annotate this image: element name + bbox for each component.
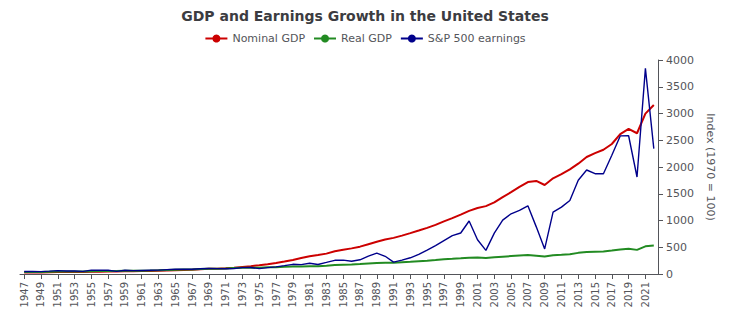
svg-text:1977: 1977 <box>271 282 282 307</box>
svg-text:2013: 2013 <box>573 282 584 307</box>
svg-text:1955: 1955 <box>86 282 97 307</box>
svg-text:3500: 3500 <box>666 80 694 93</box>
svg-text:2011: 2011 <box>556 282 567 307</box>
svg-text:1965: 1965 <box>170 282 181 307</box>
svg-text:1997: 1997 <box>438 282 449 307</box>
svg-text:1967: 1967 <box>187 282 198 307</box>
svg-text:S&P 500 earnings: S&P 500 earnings <box>428 32 526 45</box>
svg-text:2019: 2019 <box>623 282 634 307</box>
svg-text:500: 500 <box>666 241 687 254</box>
svg-text:2021: 2021 <box>640 282 651 307</box>
svg-text:2015: 2015 <box>590 282 601 307</box>
svg-text:2001: 2001 <box>472 282 483 307</box>
svg-text:GDP and Earnings Growth in the: GDP and Earnings Growth in the United St… <box>181 8 549 24</box>
svg-text:1993: 1993 <box>405 282 416 307</box>
svg-text:1961: 1961 <box>136 282 147 307</box>
svg-text:1999: 1999 <box>455 282 466 307</box>
svg-text:0: 0 <box>666 268 673 281</box>
svg-text:Index (1970 = 100): Index (1970 = 100) <box>704 113 717 221</box>
svg-text:1500: 1500 <box>666 187 694 200</box>
svg-text:1957: 1957 <box>103 282 114 307</box>
svg-text:1949: 1949 <box>35 282 46 307</box>
svg-text:2017: 2017 <box>606 282 617 307</box>
svg-text:1947: 1947 <box>19 282 30 307</box>
svg-text:1981: 1981 <box>304 282 315 307</box>
svg-text:1973: 1973 <box>237 282 248 307</box>
svg-text:1971: 1971 <box>220 282 231 307</box>
svg-text:1975: 1975 <box>254 282 265 307</box>
svg-text:1987: 1987 <box>354 282 365 307</box>
svg-text:1991: 1991 <box>388 282 399 307</box>
svg-text:2009: 2009 <box>539 282 550 307</box>
svg-text:1979: 1979 <box>287 282 298 307</box>
svg-text:1000: 1000 <box>666 214 694 227</box>
svg-text:1959: 1959 <box>119 282 130 307</box>
svg-text:2003: 2003 <box>489 282 500 307</box>
svg-text:1969: 1969 <box>203 282 214 307</box>
svg-text:1995: 1995 <box>422 282 433 307</box>
svg-text:1963: 1963 <box>153 282 164 307</box>
svg-text:1951: 1951 <box>52 282 63 307</box>
svg-text:2007: 2007 <box>522 282 533 307</box>
svg-text:1983: 1983 <box>321 282 332 307</box>
svg-text:1953: 1953 <box>69 282 80 307</box>
svg-text:1985: 1985 <box>338 282 349 307</box>
svg-text:2005: 2005 <box>506 282 517 307</box>
svg-text:2500: 2500 <box>666 134 694 147</box>
svg-text:2000: 2000 <box>666 161 694 174</box>
svg-text:4000: 4000 <box>666 54 694 67</box>
svg-text:1989: 1989 <box>371 282 382 307</box>
svg-text:3000: 3000 <box>666 107 694 120</box>
svg-text:Real GDP: Real GDP <box>341 32 392 45</box>
svg-text:Nominal GDP: Nominal GDP <box>232 32 305 45</box>
